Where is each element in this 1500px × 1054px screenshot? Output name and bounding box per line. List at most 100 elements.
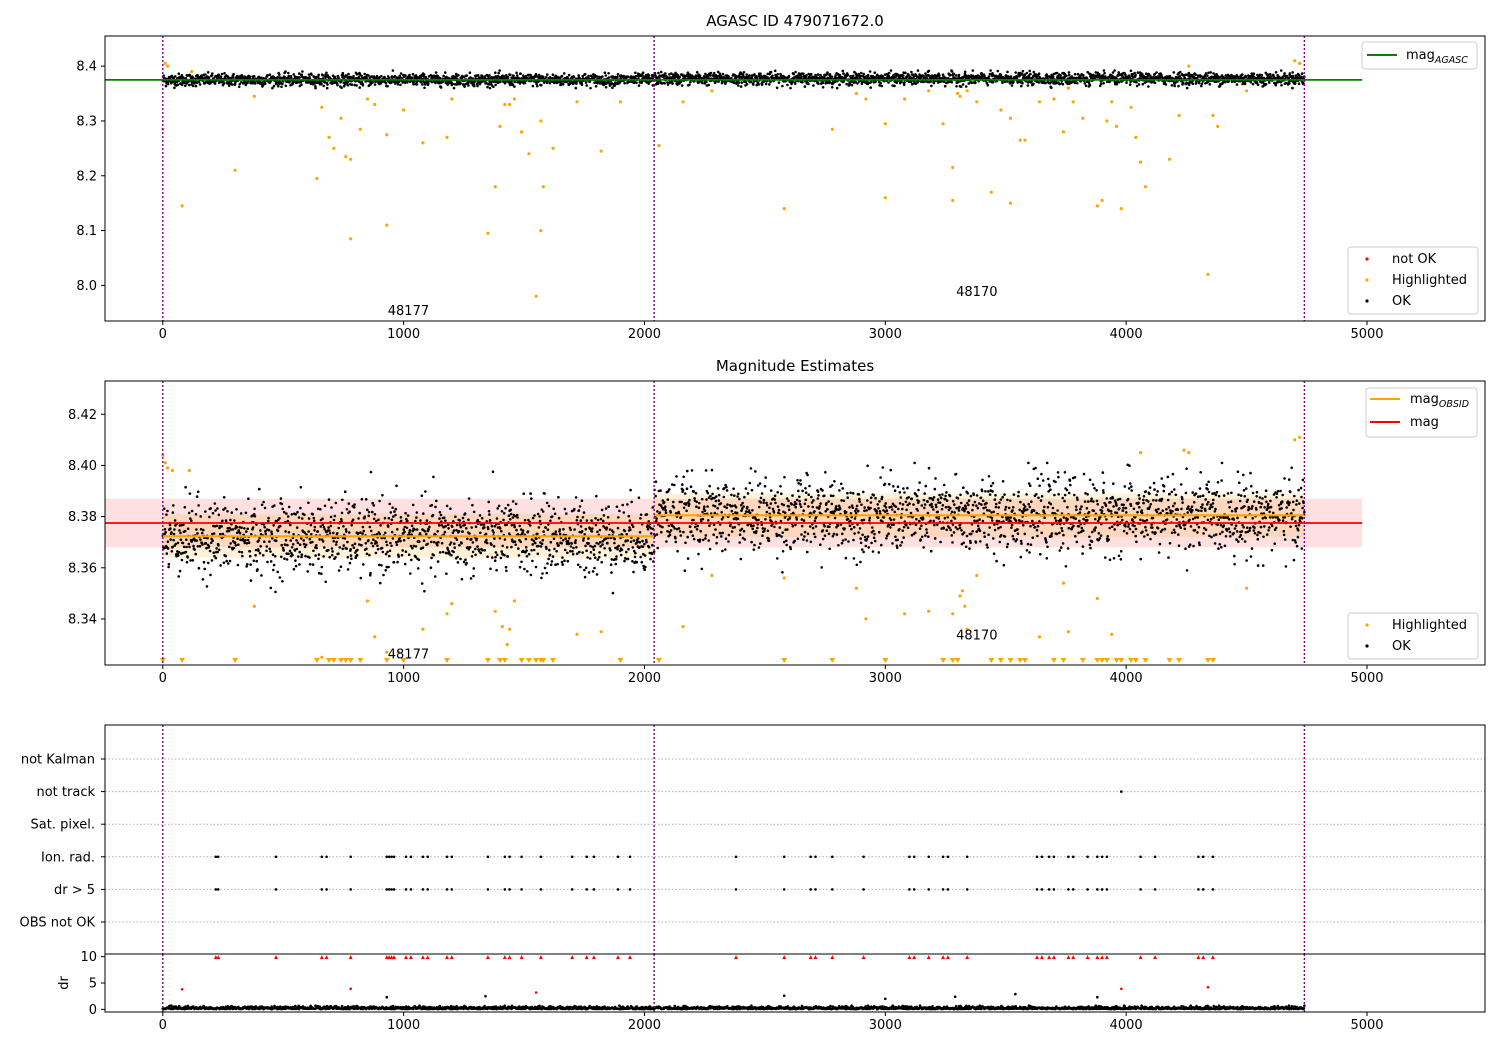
ok-point bbox=[349, 548, 352, 551]
legend-marker-ok bbox=[1365, 299, 1368, 302]
ok-point bbox=[371, 81, 374, 84]
ok-point bbox=[297, 542, 300, 545]
ok-point bbox=[328, 556, 331, 559]
ok-point bbox=[1155, 71, 1158, 74]
ok-point bbox=[494, 559, 497, 562]
ok-point bbox=[561, 556, 564, 559]
ok-point bbox=[469, 71, 472, 74]
ok-point bbox=[1014, 71, 1017, 74]
ok-point bbox=[171, 550, 174, 553]
ok-point bbox=[326, 87, 329, 90]
ok-point bbox=[564, 537, 567, 540]
ok-point bbox=[247, 497, 250, 500]
ok-point bbox=[266, 561, 269, 564]
ok-point bbox=[201, 543, 204, 546]
ok-point bbox=[273, 85, 276, 88]
ok-point bbox=[312, 563, 315, 566]
ok-point bbox=[366, 553, 369, 556]
ok-point bbox=[428, 526, 431, 529]
ok-point bbox=[278, 517, 281, 520]
ok-point bbox=[519, 566, 522, 569]
ok-point bbox=[1001, 82, 1004, 85]
ok-point bbox=[184, 530, 187, 533]
ok-point bbox=[817, 82, 820, 85]
ok-point bbox=[924, 72, 927, 75]
ok-point bbox=[196, 532, 199, 535]
ok-point bbox=[599, 529, 602, 532]
ok-point bbox=[425, 76, 428, 79]
ok-point bbox=[436, 530, 439, 533]
ok-point bbox=[525, 546, 528, 549]
ok-point bbox=[344, 490, 347, 493]
ok-point bbox=[575, 496, 578, 499]
ok-point bbox=[360, 544, 363, 547]
ok-point bbox=[525, 538, 528, 541]
ok-point bbox=[385, 82, 388, 85]
ok-point bbox=[334, 556, 337, 559]
ok-point bbox=[313, 529, 316, 532]
highlighted-point bbox=[681, 100, 684, 103]
ok-point bbox=[245, 512, 248, 515]
ok-point bbox=[1038, 81, 1041, 84]
highlighted-point bbox=[1067, 87, 1070, 90]
ok-point bbox=[367, 539, 370, 542]
highlighted-point bbox=[1206, 273, 1209, 276]
ok-point bbox=[752, 83, 755, 86]
ok-point bbox=[412, 504, 415, 507]
ok-point bbox=[604, 71, 607, 74]
ok-point bbox=[412, 83, 415, 86]
ok-point bbox=[460, 542, 463, 545]
ok-point bbox=[328, 498, 331, 501]
ok-point bbox=[461, 578, 464, 581]
ok-point bbox=[774, 70, 777, 73]
ok-point bbox=[538, 515, 541, 518]
ok-point bbox=[584, 576, 587, 579]
legend-label-highlighted: Highlighted bbox=[1392, 273, 1467, 288]
highlighted-point bbox=[951, 199, 954, 202]
ok-point bbox=[494, 71, 497, 74]
ok-point bbox=[174, 519, 177, 522]
ok-point bbox=[218, 549, 221, 552]
x-tick-label: 3000 bbox=[869, 327, 902, 342]
ok-point bbox=[361, 532, 364, 535]
ok-point bbox=[529, 492, 532, 495]
ok-point bbox=[225, 560, 228, 563]
ok-point bbox=[1275, 84, 1278, 87]
ok-point bbox=[589, 527, 592, 530]
ok-point bbox=[568, 543, 571, 546]
ok-point bbox=[400, 520, 403, 523]
ok-point bbox=[323, 526, 326, 529]
ok-point bbox=[822, 82, 825, 85]
ok-point bbox=[504, 507, 507, 510]
ok-point bbox=[380, 564, 383, 567]
ok-point bbox=[192, 85, 195, 88]
ok-point bbox=[483, 549, 486, 552]
ok-point bbox=[208, 545, 211, 548]
ok-point bbox=[1113, 69, 1116, 72]
ok-point bbox=[1298, 82, 1301, 85]
ok-point bbox=[432, 476, 435, 479]
ok-point bbox=[493, 545, 496, 548]
ok-point bbox=[470, 538, 473, 541]
ok-point bbox=[509, 74, 512, 77]
ok-point bbox=[574, 542, 577, 545]
ok-point bbox=[285, 512, 288, 515]
ok-point bbox=[216, 551, 219, 554]
highlighted-point bbox=[1009, 117, 1012, 120]
ok-point bbox=[500, 530, 503, 533]
ok-point bbox=[213, 532, 216, 535]
ok-point bbox=[575, 546, 578, 549]
ok-point bbox=[172, 511, 175, 514]
ok-point bbox=[1245, 76, 1248, 79]
ok-point bbox=[960, 85, 963, 88]
ok-point bbox=[444, 525, 447, 528]
ok-point bbox=[284, 76, 287, 79]
ok-point bbox=[274, 555, 277, 558]
ok-point bbox=[287, 515, 290, 518]
ok-point bbox=[509, 509, 512, 512]
ok-point bbox=[286, 544, 289, 547]
ok-point bbox=[422, 546, 425, 549]
ok-point bbox=[391, 506, 394, 509]
ok-point bbox=[445, 572, 448, 575]
highlighted-point bbox=[1105, 119, 1108, 122]
